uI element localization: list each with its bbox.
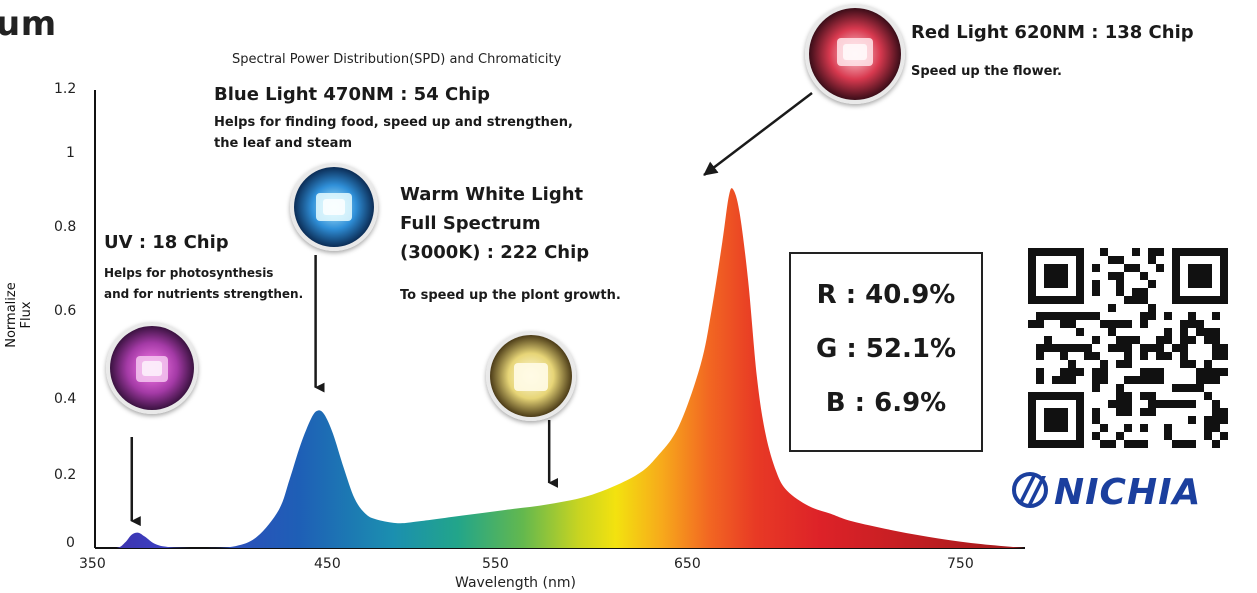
blue-ratio: B : 6.9% bbox=[825, 388, 947, 418]
x-tick-label: 350 bbox=[79, 556, 106, 572]
red-chip-icon bbox=[809, 8, 901, 100]
rgb-ratio-box: R : 40.9% G : 52.1% B : 6.9% bbox=[789, 252, 983, 452]
uv-desc-line: Helps for photosynthesis bbox=[104, 266, 274, 280]
blue-desc-line: the leaf and steam bbox=[214, 136, 352, 151]
page-title-fragment: um bbox=[0, 4, 57, 44]
x-tick-label: 450 bbox=[314, 556, 341, 572]
uv-title: UV : 18 Chip bbox=[104, 232, 229, 253]
red-arrow bbox=[703, 92, 813, 176]
white-description: To speed up the plont growth. bbox=[400, 288, 621, 303]
x-axis-label: Wavelength (nm) bbox=[455, 575, 576, 591]
x-tick-label: 550 bbox=[482, 556, 509, 572]
y-tick-label: 1 bbox=[66, 145, 75, 161]
uv-desc-line: and for nutrients strengthen. bbox=[104, 287, 304, 301]
white-title-line: Warm White Light bbox=[400, 184, 584, 205]
white-chip-badge bbox=[486, 331, 576, 421]
y-tick-label: 0.4 bbox=[54, 391, 77, 407]
spectrum-area bbox=[95, 188, 1025, 548]
blue-chip-badge bbox=[290, 163, 378, 251]
blue-desc-line: Helps for finding food, speed up and str… bbox=[214, 115, 573, 130]
green-ratio: G : 52.1% bbox=[815, 334, 957, 364]
x-tick-label: 750 bbox=[947, 556, 974, 572]
y-tick-label: 0.2 bbox=[54, 467, 77, 483]
nichia-logo: NICHIA bbox=[1010, 470, 1201, 513]
red-description: Speed up the flower. bbox=[911, 64, 1062, 79]
blue-title: Blue Light 470NM : 54 Chip bbox=[214, 84, 491, 105]
y-tick-label: 1.2 bbox=[54, 81, 77, 97]
red-ratio: R : 40.9% bbox=[816, 280, 956, 310]
red-chip-badge bbox=[805, 4, 905, 104]
nichia-mark-icon bbox=[1010, 470, 1050, 510]
qr-code-icon[interactable] bbox=[1028, 248, 1228, 448]
uv-chip-icon bbox=[110, 326, 194, 410]
y-tick-label: 0.8 bbox=[54, 219, 77, 235]
blue-chip-icon bbox=[294, 167, 374, 247]
uv-chip-badge bbox=[106, 322, 198, 414]
blue-description: Helps for finding food, speed up and str… bbox=[214, 112, 573, 154]
white-title-line: Full Spectrum bbox=[400, 213, 541, 234]
white-title-line: (3000K) : 222 Chip bbox=[400, 242, 590, 263]
uv-description: Helps for photosynthesis and for nutrien… bbox=[104, 263, 303, 305]
red-title: Red Light 620NM : 138 Chip bbox=[911, 22, 1194, 43]
white-chip-icon bbox=[490, 335, 572, 417]
chart-title: Spectral Power Distribution(SPD) and Chr… bbox=[232, 52, 562, 67]
white-title: Warm White Light Full Spectrum (3000K) :… bbox=[400, 180, 589, 267]
brand-name: NICHIA bbox=[1054, 472, 1202, 513]
y-tick-label: 0 bbox=[66, 535, 75, 551]
y-tick-label: 0.6 bbox=[54, 303, 77, 319]
x-tick-label: 650 bbox=[674, 556, 701, 572]
